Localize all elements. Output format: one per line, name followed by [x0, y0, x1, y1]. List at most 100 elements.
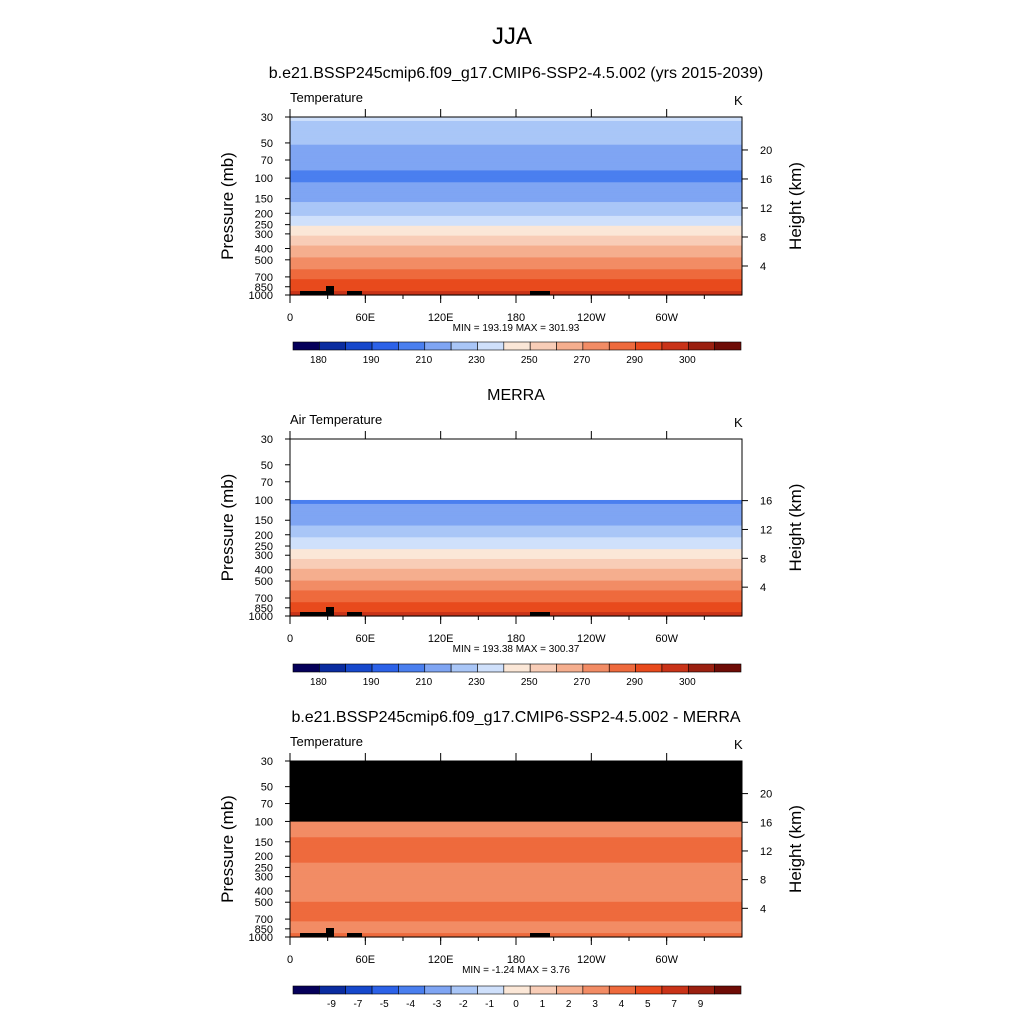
- heatmap-band: [290, 488, 742, 491]
- y2-tick-label: 4: [760, 582, 766, 594]
- heatmap-band: [290, 580, 742, 584]
- colorbar-label: -1: [485, 999, 494, 1010]
- heatmap-band: [290, 831, 742, 834]
- heatmap-band: [290, 198, 742, 201]
- colorbar-box: [477, 341, 505, 351]
- heatmap-band: [290, 790, 742, 793]
- heatmap-band: [290, 817, 742, 821]
- heatmap-band: [290, 196, 742, 199]
- heatmap-band: [290, 604, 742, 607]
- x-tick-label: 120E: [428, 312, 454, 324]
- heatmap-band: [290, 168, 742, 171]
- heatmap-band: [290, 931, 742, 934]
- y-tick-label: 200: [255, 208, 273, 220]
- colorbar-box: [371, 985, 399, 995]
- heatmap-band: [290, 283, 742, 286]
- heatmap-band: [290, 206, 742, 209]
- heatmap-band: [290, 245, 742, 249]
- heatmap-band: [290, 142, 742, 146]
- heatmap-band: [290, 562, 742, 566]
- colorbar-box: [582, 663, 610, 673]
- colorbar-label: 230: [468, 355, 485, 366]
- heatmap-band: [290, 273, 742, 276]
- colorbar-box: [608, 985, 636, 995]
- heatmap-band: [290, 287, 742, 290]
- y-tick-label: 1000: [249, 611, 273, 623]
- heatmap-band: [290, 186, 742, 189]
- colorbar-label: 290: [626, 355, 643, 366]
- colorbar-box: [371, 341, 399, 351]
- heatmap-band: [290, 903, 742, 907]
- heatmap-band: [290, 868, 742, 872]
- heatmap-band: [290, 154, 742, 158]
- heatmap-band: [290, 778, 742, 782]
- heatmap-band: [290, 796, 742, 799]
- heatmap-band: [290, 858, 742, 862]
- heatmap-band: [290, 194, 742, 197]
- heatmap-band: [290, 594, 742, 597]
- colorbar-box: [529, 663, 557, 673]
- y-tick-label: 100: [255, 173, 273, 185]
- heatmap-band: [290, 780, 742, 784]
- heatmap-band: [290, 874, 742, 877]
- heatmap-band: [290, 204, 742, 207]
- colorbar-label: 300: [679, 355, 696, 366]
- heatmap-band: [290, 439, 742, 442]
- heatmap-band: [290, 448, 742, 452]
- heatmap-band: [290, 231, 742, 235]
- heatmap-band: [290, 170, 742, 173]
- heatmap-band: [290, 241, 742, 245]
- heatmap-band: [290, 492, 742, 495]
- heatmap-band: [290, 118, 742, 122]
- heatmap-band: [290, 490, 742, 493]
- colorbar-box: [477, 663, 505, 673]
- heatmap-band: [290, 213, 742, 217]
- x-tick-label: 60E: [356, 312, 376, 324]
- heatmap-band: [290, 784, 742, 788]
- x-tick-label: 60W: [655, 954, 678, 966]
- colorbar-box: [661, 663, 689, 673]
- x-tick-label: 0: [287, 312, 293, 324]
- heatmap-band: [290, 152, 742, 156]
- heatmap-band: [290, 880, 742, 883]
- heatmap-band: [290, 574, 742, 578]
- y-tick-label: 700: [255, 593, 273, 605]
- heatmap-band: [290, 794, 742, 797]
- heatmap-band: [290, 553, 742, 556]
- heatmap-band: [290, 511, 742, 515]
- colorbar-label: 4: [619, 999, 625, 1010]
- x-tick-label: 0: [287, 954, 293, 966]
- heatmap-band: [290, 849, 742, 852]
- heatmap-band: [290, 120, 742, 124]
- y-tick-label: 250: [255, 220, 273, 232]
- panel-title: b.e21.BSSP245cmip6.f09_g17.CMIP6-SSP2-4.…: [269, 65, 764, 82]
- min-max-stats: MIN = 193.38 MAX = 300.37: [453, 644, 580, 655]
- heatmap-band: [290, 847, 742, 850]
- y-tick-label: 50: [261, 138, 273, 150]
- topography-mask: [530, 291, 550, 295]
- colorbar-label: 270: [574, 677, 591, 688]
- heatmap-band: [290, 237, 742, 241]
- heatmap-band: [290, 211, 742, 215]
- heatmap-band: [290, 543, 742, 546]
- heatmap-band: [290, 261, 742, 264]
- colorbar-box: [503, 985, 531, 995]
- heatmap-band: [290, 584, 742, 588]
- heatmap-band: [290, 172, 742, 175]
- y-tick-label: 500: [255, 576, 273, 588]
- x-tick-label: 120W: [577, 633, 606, 645]
- heatmap-band: [290, 586, 742, 590]
- topography-mask: [347, 612, 362, 616]
- y-tick-label: 30: [261, 756, 273, 768]
- heatmap-band: [290, 850, 742, 854]
- y2-tick-label: 12: [760, 524, 772, 536]
- heatmap-band: [290, 901, 742, 905]
- heatmap-band: [290, 470, 742, 474]
- heatmap-band: [290, 494, 742, 497]
- heatmap-band: [290, 480, 742, 483]
- heatmap-band: [290, 602, 742, 605]
- figure-title: JJA: [492, 23, 532, 50]
- y-axis-title: Pressure (mb): [218, 152, 237, 260]
- heatmap-band: [290, 180, 742, 183]
- y2-tick-label: 12: [760, 846, 772, 858]
